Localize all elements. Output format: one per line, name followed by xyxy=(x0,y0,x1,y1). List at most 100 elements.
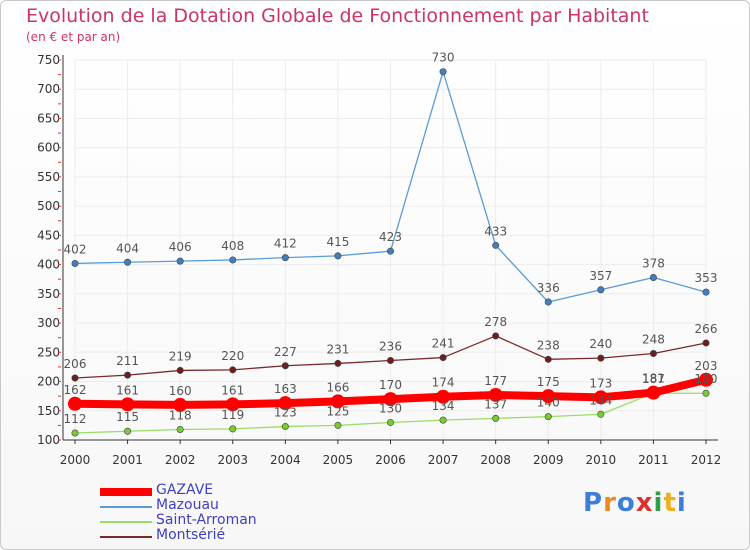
data-label-saint-arroman: 118 xyxy=(169,408,192,422)
x-tick-label: 2008 xyxy=(480,453,511,467)
point-gazave xyxy=(383,392,398,407)
y-tick-label: 450 xyxy=(37,228,60,242)
data-label-mazouau: 406 xyxy=(169,240,192,254)
y-tick-label: 500 xyxy=(37,199,60,213)
data-label-montserie: 240 xyxy=(589,337,612,351)
data-label-gazave: 177 xyxy=(484,374,507,388)
axes: 100 150 200 250 300 350 400 450 500 550 600 650 700 7… xyxy=(37,53,721,467)
chart-title: Evolution de la Dotation Globale de Fonc… xyxy=(26,5,649,27)
point-montserie xyxy=(439,354,447,362)
data-label-gazave: 174 xyxy=(432,376,455,390)
data-label-saint-arroman: 115 xyxy=(116,410,139,424)
legend-swatch-gazave xyxy=(100,488,152,496)
point-montserie xyxy=(334,359,342,367)
data-label-montserie: 238 xyxy=(537,338,560,352)
y-tick-label: 600 xyxy=(37,141,60,155)
y-tick-label: 700 xyxy=(37,82,60,96)
data-label-saint-arroman: 134 xyxy=(432,399,455,413)
y-tick-label: 350 xyxy=(37,287,60,301)
point-saint-arroman xyxy=(386,418,394,426)
point-montserie xyxy=(386,356,394,364)
data-label-mazouau: 402 xyxy=(64,242,87,256)
data-label-montserie: 241 xyxy=(432,337,455,351)
data-label-gazave: 170 xyxy=(379,378,402,392)
legend-swatch-mazouau xyxy=(100,506,152,508)
data-label-montserie: 227 xyxy=(274,345,297,359)
legend-label-gazave: GAZAVE xyxy=(156,482,214,498)
point-mazouau xyxy=(492,241,500,249)
data-label-mazouau: 404 xyxy=(116,241,139,255)
grid-lines xyxy=(74,59,707,441)
point-saint-arroman xyxy=(71,429,79,437)
data-label-montserie: 211 xyxy=(116,354,139,368)
data-label-montserie: 236 xyxy=(379,339,402,353)
point-saint-arroman xyxy=(176,425,184,433)
point-mazouau xyxy=(597,286,605,294)
data-label-gazave: 203 xyxy=(695,359,718,373)
point-montserie xyxy=(492,332,500,340)
data-label-mazouau: 357 xyxy=(589,269,612,283)
data-label-mazouau: 412 xyxy=(274,237,297,251)
data-label-saint-arroman: 123 xyxy=(274,406,297,420)
x-tick-label: 2005 xyxy=(323,453,354,467)
data-label-montserie: 220 xyxy=(221,349,244,363)
line-chart: 100 150 200 250 300 350 400 450 500 550 600 650 700 7… xyxy=(37,51,721,467)
point-mazouau xyxy=(281,254,289,262)
point-montserie xyxy=(124,371,132,379)
point-montserie xyxy=(176,366,184,374)
data-label-gazave: 160 xyxy=(169,384,192,398)
point-mazouau xyxy=(334,252,342,260)
data-label-mazouau: 433 xyxy=(484,224,507,238)
x-tick-label: 2004 xyxy=(270,453,301,467)
data-label-saint-arroman: 144 xyxy=(589,393,612,407)
point-mazouau xyxy=(649,273,657,281)
data-label-gazave: 175 xyxy=(537,375,560,389)
logo-letter: i xyxy=(676,488,687,518)
point-montserie xyxy=(597,354,605,362)
y-tick-label: 250 xyxy=(37,345,60,359)
point-gazave xyxy=(173,397,188,412)
point-saint-arroman xyxy=(281,423,289,431)
data-label-montserie: 278 xyxy=(484,315,507,329)
point-saint-arroman xyxy=(439,416,447,424)
proxiti-logo: Proxiti xyxy=(583,488,687,518)
data-label-saint-arroman: 119 xyxy=(221,408,244,422)
x-tick-label: 2000 xyxy=(60,453,91,467)
data-label-mazouau: 730 xyxy=(432,51,455,65)
y-tick-label: 650 xyxy=(37,111,60,125)
point-gazave xyxy=(120,397,135,412)
legend-swatch-montserie xyxy=(100,536,152,538)
y-tick-label: 400 xyxy=(37,258,60,272)
logo-letter: r xyxy=(603,488,617,518)
point-gazave xyxy=(646,385,661,400)
data-label-mazouau: 423 xyxy=(379,230,402,244)
y-tick-label: 550 xyxy=(37,170,60,184)
point-gazave xyxy=(278,396,293,411)
y-tick-label: 150 xyxy=(37,404,60,418)
logo-letter: t xyxy=(663,488,677,518)
point-mazouau xyxy=(229,256,237,264)
point-gazave xyxy=(488,387,503,402)
data-label-mazouau: 353 xyxy=(695,271,718,285)
point-gazave xyxy=(68,396,82,411)
data-label-saint-arroman: 112 xyxy=(64,412,87,426)
series-layer xyxy=(68,68,713,437)
data-label-montserie: 248 xyxy=(642,332,665,346)
x-tick-label: 2012 xyxy=(691,453,722,467)
data-label-mazouau: 336 xyxy=(537,281,560,295)
point-montserie xyxy=(544,355,552,363)
data-label-montserie: 231 xyxy=(326,342,349,356)
point-mazouau xyxy=(176,257,184,265)
point-montserie xyxy=(281,362,289,370)
legend-label-montserie: Montsérié xyxy=(156,527,226,543)
data-label-gazave: 163 xyxy=(274,382,297,396)
point-saint-arroman xyxy=(597,410,605,418)
data-label-montserie: 206 xyxy=(64,357,87,371)
point-gazave xyxy=(699,372,713,387)
point-saint-arroman xyxy=(229,425,237,433)
point-gazave xyxy=(225,397,240,412)
logo-letter: x xyxy=(635,488,654,518)
data-label-saint-arroman: 137 xyxy=(484,397,507,411)
data-label-saint-arroman: 125 xyxy=(326,404,349,418)
point-montserie xyxy=(71,374,79,382)
